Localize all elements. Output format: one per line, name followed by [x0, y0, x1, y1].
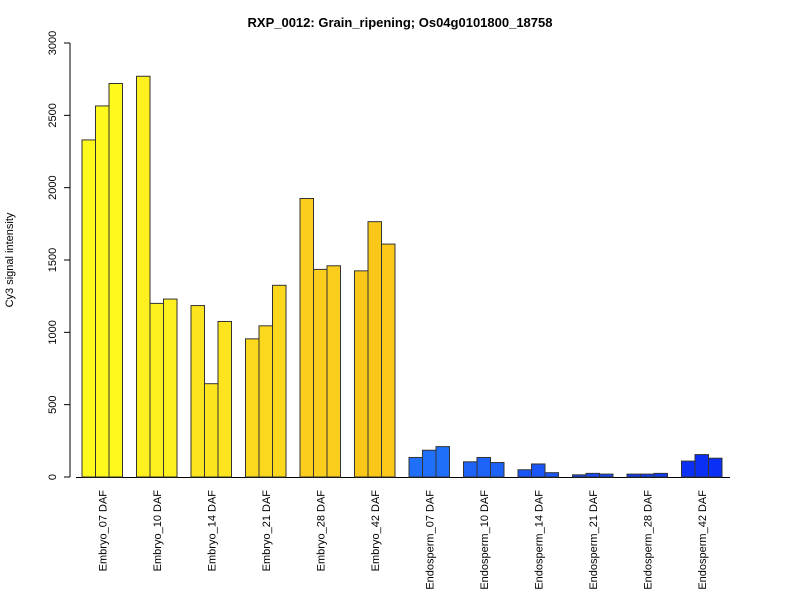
bar	[95, 105, 110, 478]
bar	[599, 473, 614, 478]
y-tick-label: 0	[47, 474, 59, 480]
bar	[585, 472, 600, 478]
y-axis: 0 500 1000 1500 2000 2500 3000	[47, 31, 730, 480]
bar	[640, 473, 655, 478]
bar	[149, 302, 164, 478]
bar	[272, 284, 287, 478]
bar	[204, 383, 219, 478]
y-tick-label: 1500	[47, 248, 59, 272]
x-tick-label: Endosperm_07 DAF	[424, 490, 436, 590]
chart-title: RXP_0012: Grain_ripening; Os04g0101800_1…	[248, 15, 553, 30]
bar	[517, 469, 532, 478]
bar	[367, 221, 382, 478]
x-tick-label: Embryo_42 DAF	[370, 490, 382, 572]
bar	[681, 460, 696, 478]
bar	[422, 449, 437, 478]
bar	[572, 474, 587, 478]
y-tick-label: 2500	[47, 103, 59, 127]
bar	[476, 456, 491, 478]
bar	[463, 461, 478, 478]
x-tick-label: Embryo_07 DAF	[97, 490, 109, 572]
bar	[544, 472, 559, 478]
x-tick-label: Endosperm_21 DAF	[588, 490, 600, 590]
y-axis-label: Cy3 signal intensity	[4, 212, 16, 307]
x-tick-label: Endosperm_42 DAF	[697, 490, 709, 590]
bar	[708, 457, 723, 478]
bar	[354, 270, 369, 478]
x-tick-label: Endosperm_28 DAF	[642, 490, 654, 590]
bar	[490, 462, 505, 478]
bar	[245, 338, 260, 478]
y-tick-label: 2000	[47, 175, 59, 199]
bars-group	[81, 75, 723, 478]
bar	[258, 325, 273, 478]
y-tick-label: 500	[47, 395, 59, 413]
bar	[435, 446, 450, 478]
x-tick-label: Embryo_21 DAF	[261, 490, 273, 572]
bar	[313, 268, 328, 478]
bar	[381, 243, 396, 478]
bar	[408, 456, 423, 478]
x-tick-label: Embryo_14 DAF	[206, 490, 218, 572]
bar	[81, 139, 96, 478]
x-tick-label: Embryo_28 DAF	[315, 490, 327, 572]
bar	[326, 265, 341, 478]
x-tick-label: Endosperm_10 DAF	[479, 490, 491, 590]
bar	[653, 472, 668, 478]
bar	[108, 83, 123, 478]
y-tick-label: 3000	[47, 31, 59, 55]
x-tick-label: Endosperm_14 DAF	[533, 490, 545, 590]
bar	[163, 298, 178, 478]
bar	[299, 198, 314, 478]
bar	[217, 320, 232, 478]
bar	[626, 473, 641, 478]
bar	[190, 305, 205, 478]
bar	[694, 454, 709, 478]
bar	[531, 463, 546, 478]
y-tick-label: 1000	[47, 320, 59, 344]
x-tick-label: Embryo_10 DAF	[152, 490, 164, 572]
x-axis-labels: Embryo_07 DAF Embryo_10 DAF Embryo_14 DAF E…	[97, 490, 709, 590]
bar	[136, 75, 151, 478]
